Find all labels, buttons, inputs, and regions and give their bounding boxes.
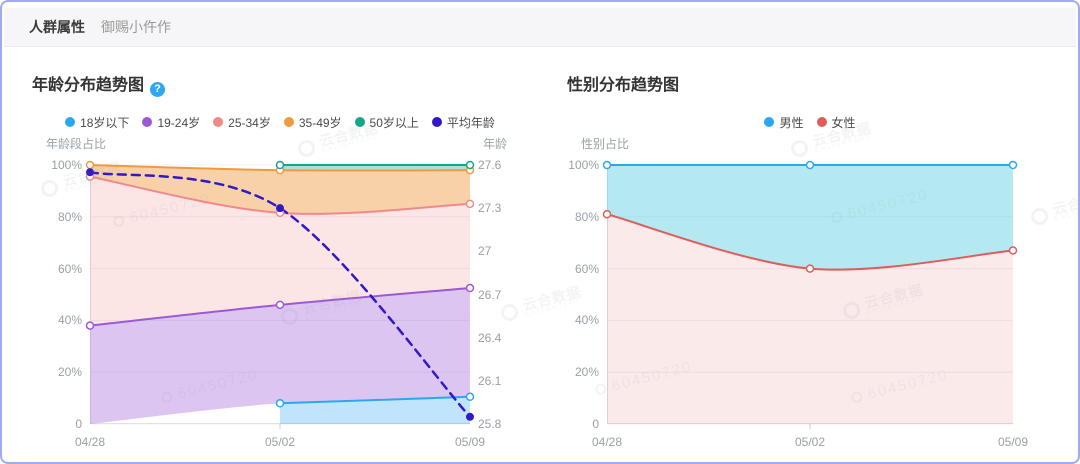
x-axis-tick: 04/28 xyxy=(591,435,623,449)
age-chart-legend: 18岁以下 19-24岁 25-34岁 35-49岁 50岁以上 平均年龄 xyxy=(65,114,495,131)
y-axis-tick: 40% xyxy=(574,313,599,328)
legend-dot-icon xyxy=(354,117,365,127)
age-chart-plot[interactable] xyxy=(85,160,475,429)
gender-y-axis-label: 性别占比 xyxy=(581,137,630,151)
watermark-ring-icon xyxy=(499,301,520,323)
legend-label: 男性 xyxy=(779,115,804,130)
watermark-ring-icon xyxy=(1029,205,1050,227)
legend-dot-icon xyxy=(142,117,153,127)
legend-label: 50岁以上 xyxy=(369,115,419,130)
legend-item[interactable]: 19-24岁 xyxy=(142,114,200,131)
watermark-ring-icon xyxy=(789,137,810,159)
age-y-axis-label-right: 年龄 xyxy=(482,137,507,151)
y-axis-tick: 26.1 xyxy=(478,373,502,388)
legend-label: 18岁以下 xyxy=(80,115,130,130)
legend-dot-icon xyxy=(213,117,224,127)
age-chart-title: 年龄分布趋势图? xyxy=(32,71,166,97)
legend-item[interactable]: 35-49岁 xyxy=(283,114,342,131)
x-axis-tick: 05/09 xyxy=(454,435,486,449)
legend-item[interactable]: 50岁以上 xyxy=(354,114,419,131)
legend-dot-icon xyxy=(431,117,442,127)
y-axis-tick: 40% xyxy=(57,313,82,328)
help-icon[interactable]: ? xyxy=(150,82,166,97)
legend-item[interactable]: 25-34岁 xyxy=(213,114,271,131)
y-axis-tick: 0 xyxy=(592,417,599,431)
y-axis-tick: 80% xyxy=(574,209,599,224)
legend-item[interactable]: 18岁以下 xyxy=(65,114,129,131)
legend-item[interactable]: 男性 xyxy=(764,114,804,131)
watermark-logo: 云合数据 ENLIGHTENT xyxy=(1029,187,1078,227)
age-y-axis-label-left: 年龄段占比 xyxy=(46,137,107,151)
legend-dot-icon xyxy=(816,117,827,127)
legend-dot-icon xyxy=(283,117,294,127)
legend-label: 25-34岁 xyxy=(228,115,271,130)
watermark-ring-icon xyxy=(39,177,60,199)
watermark-ring-icon xyxy=(296,137,317,159)
y-axis-tick: 27.3 xyxy=(478,201,502,216)
gender-chart-legend: 男性 女性 xyxy=(607,114,1013,130)
y-axis-tick: 25.8 xyxy=(478,417,502,431)
tab-crowd-attributes[interactable]: 人群属性 xyxy=(29,19,85,35)
legend-label: 19-24岁 xyxy=(157,115,201,130)
y-axis-tick: 0 xyxy=(75,417,82,431)
tab-bar: 人群属性 御赐小仵作 xyxy=(4,8,1076,47)
x-axis-tick: 05/02 xyxy=(794,435,826,449)
y-axis-tick: 27 xyxy=(478,244,492,259)
y-axis-tick: 100% xyxy=(568,158,599,172)
gender-chart-title: 性别分布趋势图 xyxy=(567,77,680,94)
y-axis-tick: 26.4 xyxy=(478,330,502,345)
y-axis-tick: 60% xyxy=(574,261,599,276)
x-axis-tick: 05/02 xyxy=(264,435,296,449)
gender-chart-plot[interactable] xyxy=(602,160,1018,429)
x-axis-tick: 04/28 xyxy=(74,435,106,449)
y-axis-tick: 27.6 xyxy=(478,158,502,172)
x-axis-tick: 05/09 xyxy=(997,435,1029,449)
tab-imperial-coroner[interactable]: 御赐小仵作 xyxy=(101,19,171,35)
y-axis-tick: 80% xyxy=(57,209,82,224)
legend-item[interactable]: 平均年龄 xyxy=(431,114,495,131)
y-axis-tick: 20% xyxy=(574,365,599,380)
legend-dot-icon xyxy=(65,117,76,127)
legend-label: 女性 xyxy=(831,115,856,130)
legend-label: 35-49岁 xyxy=(298,115,342,130)
y-axis-tick: 26.7 xyxy=(478,287,502,302)
y-axis-tick: 20% xyxy=(57,365,82,380)
legend-item[interactable]: 女性 xyxy=(816,114,856,131)
y-axis-tick: 60% xyxy=(57,261,82,276)
legend-label: 平均年龄 xyxy=(446,115,495,130)
legend-dot-icon xyxy=(764,117,775,127)
watermark-ring-icon xyxy=(594,382,608,396)
y-axis-tick: 100% xyxy=(51,158,82,172)
